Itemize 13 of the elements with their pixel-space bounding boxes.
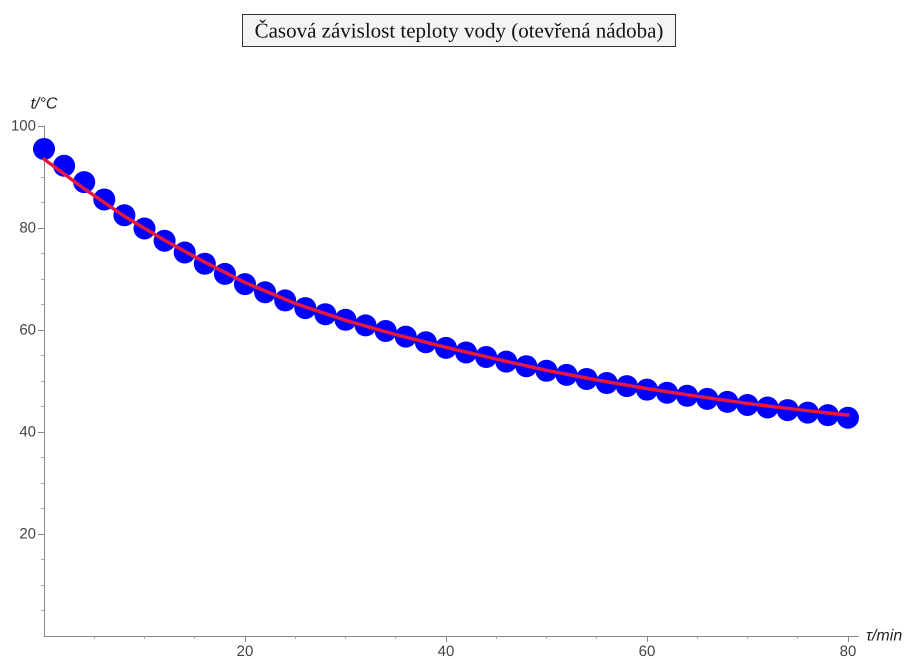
x-tick-label: 80: [840, 643, 856, 659]
y-axis-title: t/°C: [30, 96, 58, 112]
y-tick-label: 60: [19, 322, 36, 338]
chart-title: Časová závislost teploty vody (otevřená nádoba): [254, 18, 664, 42]
point: [33, 138, 55, 160]
y-tick-label: 100: [10, 118, 36, 134]
x-tick-label: 40: [438, 643, 454, 659]
y-tick-label: 20: [19, 526, 36, 542]
x-tick-label: 60: [638, 643, 656, 659]
x-axis-title: τ/min: [866, 628, 902, 644]
x-tick-label: 20: [236, 643, 254, 659]
y-tick-label: 80: [19, 220, 36, 236]
y-tick-label: 40: [19, 424, 36, 440]
